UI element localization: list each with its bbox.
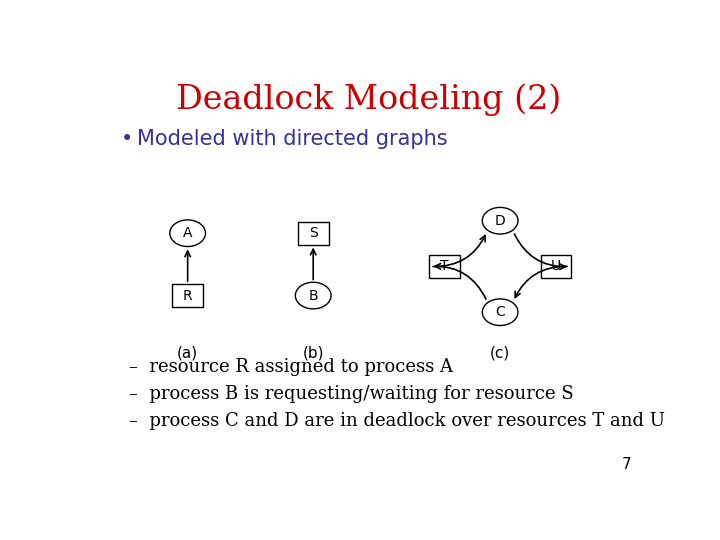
Text: T: T xyxy=(440,259,449,273)
Bar xyxy=(541,255,571,278)
Text: (b): (b) xyxy=(302,346,324,361)
Text: •: • xyxy=(121,129,133,149)
Text: C: C xyxy=(495,305,505,319)
Text: 7: 7 xyxy=(621,457,631,472)
Text: –  resource R assigned to process A: – resource R assigned to process A xyxy=(129,358,453,376)
Bar xyxy=(298,222,328,245)
Text: A: A xyxy=(183,226,192,240)
Text: Deadlock Modeling (2): Deadlock Modeling (2) xyxy=(176,84,562,116)
Bar xyxy=(172,284,203,307)
Bar xyxy=(429,255,459,278)
Text: Modeled with directed graphs: Modeled with directed graphs xyxy=(138,129,448,149)
Text: (c): (c) xyxy=(490,346,510,361)
Text: R: R xyxy=(183,288,192,302)
Text: D: D xyxy=(495,214,505,228)
Text: –  process B is requesting/waiting for resource S: – process B is requesting/waiting for re… xyxy=(129,385,574,403)
Text: B: B xyxy=(308,288,318,302)
Text: –  process C and D are in deadlock over resources T and U: – process C and D are in deadlock over r… xyxy=(129,412,665,430)
Text: (a): (a) xyxy=(177,346,198,361)
Text: U: U xyxy=(551,259,561,273)
Text: S: S xyxy=(309,226,318,240)
